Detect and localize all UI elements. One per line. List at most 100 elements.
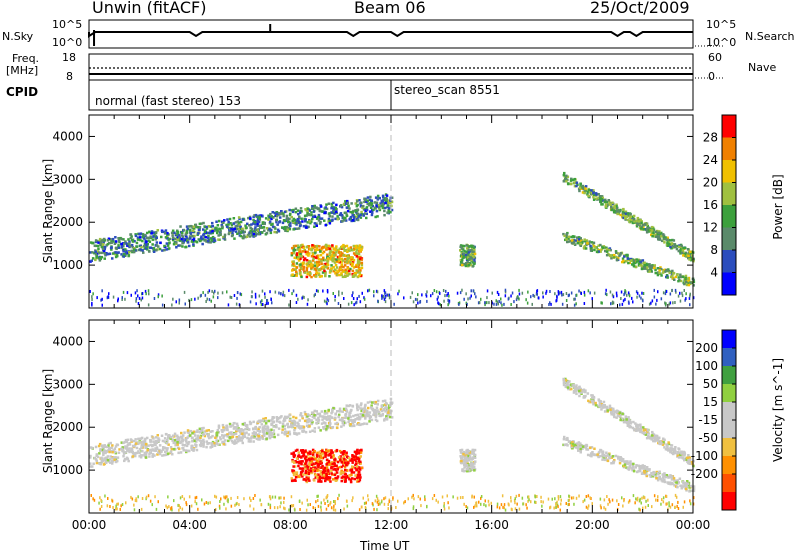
data-cell [193,439,196,443]
data-cell [138,451,141,455]
data-cell [325,245,328,248]
data-cell [144,456,148,459]
data-cell [676,452,679,456]
data-cell [200,439,203,443]
data-cell [448,301,450,305]
data-cell [673,451,677,455]
data-cell [342,243,345,247]
data-cell [654,230,658,234]
data-cell [414,297,417,301]
data-cell [376,194,380,198]
data-cell [299,263,302,266]
data-cell [284,229,287,232]
data-cell [227,303,230,307]
data-cell [459,451,463,454]
data-cell [235,429,238,433]
data-cell [357,274,361,278]
nave-label: Nave [748,61,777,74]
data-cell [130,238,134,242]
data-cell [536,290,538,293]
data-cell [302,263,305,266]
data-cell [177,451,180,455]
data-cell [299,224,302,227]
data-cell [291,292,293,296]
data-cell [181,231,184,234]
data-cell [169,435,173,439]
data-cell [313,261,317,264]
data-cell [125,242,128,245]
data-cell [194,434,197,437]
data-cell [311,420,314,424]
data-cell [184,444,187,447]
data-cell [329,426,333,430]
data-cell [614,454,618,458]
data-cell [657,476,660,480]
data-cell [632,300,634,304]
data-cell [613,206,616,210]
data-cell [439,303,441,307]
data-cell [294,460,297,463]
data-cell [326,259,329,263]
data-cell [437,295,439,299]
data-cell [689,294,691,298]
data-cell [99,448,102,451]
data-cell [464,465,467,468]
data-cell [627,416,630,419]
data-cell [624,297,626,301]
data-cell [127,459,130,463]
data-cell [690,489,694,492]
data-cell [374,400,378,404]
data-cell [257,436,260,440]
data-cell [120,242,123,246]
data-cell [648,437,652,440]
data-cell [636,218,640,221]
data-cell [254,226,257,229]
data-cell [641,291,643,295]
data-cell [300,460,303,463]
data-cell [339,471,342,474]
data-cell [470,258,473,262]
data-cell [567,235,571,238]
data-cell [260,303,263,307]
data-cell [194,240,197,243]
data-cell [321,265,324,269]
data-cell [335,471,339,474]
data-cell [592,198,596,201]
data-cell [217,234,220,237]
data-cell [134,291,137,295]
data-cell [130,249,133,253]
data-cell [300,462,303,466]
data-cell [130,447,134,450]
data-cell [358,247,361,250]
data-cell [621,215,624,218]
data-cell [358,471,361,474]
data-cell [314,461,318,465]
data-cell [692,279,695,282]
data-cell [114,240,118,243]
data-cell [199,441,203,445]
data-cell [121,449,124,453]
data-cell [684,298,686,302]
data-cell [134,438,137,441]
data-cell [642,299,644,303]
data-cell [653,266,656,270]
data-cell [89,251,92,254]
data-cell [315,263,319,267]
data-cell [325,265,328,269]
data-cell [297,217,300,221]
data-cell [658,234,662,238]
data-cell [179,225,182,228]
data-cell [89,454,92,458]
data-cell [260,226,264,229]
data-cell [310,213,313,217]
data-cell [281,226,284,229]
data-cell [648,226,651,230]
data-cell [358,449,362,452]
data-cell [658,238,662,241]
data-cell [609,248,612,252]
data-cell [267,214,270,218]
data-cell [288,213,292,217]
data-cell [144,289,147,293]
data-cell [232,427,236,430]
data-cell [289,224,292,228]
